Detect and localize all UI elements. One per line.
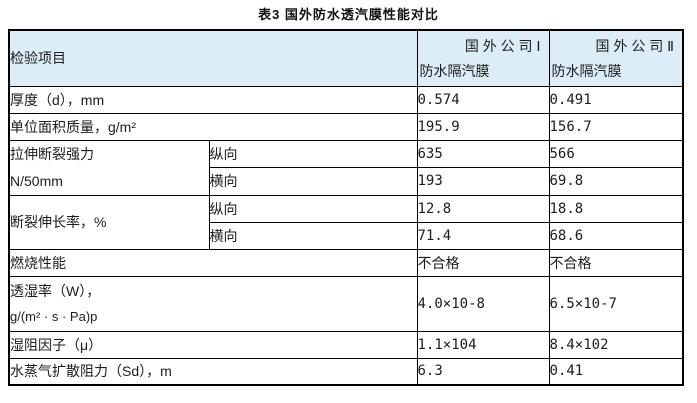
elongation-label: 断裂伸长率，% bbox=[8, 194, 210, 250]
thickness-label: 厚度（d），mm bbox=[8, 85, 418, 114]
tensile-transverse-dir: 横向 bbox=[208, 167, 418, 196]
wvt-company1-value: 4.0×10-8 bbox=[416, 275, 550, 332]
mu-company1-value: 1.1×104 bbox=[416, 330, 550, 359]
performance-comparison-table: 检验项目 国 外 公 司 Ⅰ 防水隔汽膜 国 外 公 司 Ⅱ 防水隔汽膜 厚度（… bbox=[8, 29, 684, 386]
sd-company2-value: 0.41 bbox=[548, 357, 684, 386]
elongation-transverse-company1-value: 71.4 bbox=[416, 221, 550, 250]
table-title: 表3 国外防水透汽膜性能对比 bbox=[258, 7, 439, 22]
mass-company2-value: 156.7 bbox=[548, 112, 684, 141]
table-row-thickness: 厚度（d），mm 0.574 0.491 bbox=[8, 85, 684, 114]
table-row-sd: 水蒸气扩散阻力（Sd），m 6.3 0.41 bbox=[8, 357, 684, 386]
company2-name: 国 外 公 司 Ⅱ bbox=[595, 38, 674, 55]
tensile-label: 拉伸断裂强力 N/50mm bbox=[8, 139, 210, 196]
tensile-longitudinal-dir: 纵向 bbox=[208, 139, 418, 168]
company1-name: 国 外 公 司 Ⅰ bbox=[464, 38, 541, 55]
tensile-transverse-company1-value: 193 bbox=[416, 167, 550, 196]
tensile-transverse-company2-value: 69.8 bbox=[548, 167, 684, 196]
mass-label: 单位面积质量，g/m² bbox=[8, 112, 418, 141]
sd-label: 水蒸气扩散阻力（Sd），m bbox=[8, 357, 418, 386]
header-cell-company1: 国 外 公 司 Ⅰ 防水隔汽膜 bbox=[416, 29, 550, 87]
table-row-elongation-transverse: 横向 71.4 68.6 bbox=[9, 221, 684, 250]
tensile-longitudinal-company2-value: 566 bbox=[548, 139, 684, 168]
mu-company2-value: 8.4×102 bbox=[548, 330, 684, 359]
wvt-company2-value: 6.5×10-7 bbox=[548, 275, 684, 332]
thickness-company2-value: 0.491 bbox=[548, 85, 684, 114]
burning-company2-value: 不合格 bbox=[548, 248, 684, 277]
mass-company1-value: 195.9 bbox=[416, 112, 550, 141]
elongation-longitudinal-company1-value: 12.8 bbox=[416, 194, 550, 223]
elongation-transverse-company2-value: 68.6 bbox=[548, 221, 684, 250]
table-row-mass: 单位面积质量，g/m² 195.9 156.7 bbox=[8, 112, 684, 141]
table-row-mu: 湿阻因子（μ） 1.1×104 8.4×102 bbox=[8, 330, 684, 359]
header-test-item-label: 检验项目 bbox=[10, 50, 66, 67]
burning-label: 燃烧性能 bbox=[8, 248, 418, 277]
elongation-longitudinal-dir: 纵向 bbox=[208, 194, 418, 223]
table-row-tensile-transverse: 横向 193 69.8 bbox=[9, 167, 684, 196]
tensile-longitudinal-company1-value: 635 bbox=[416, 139, 550, 168]
table-row-tensile-longitudinal: 拉伸断裂强力 N/50mm 纵向 635 566 bbox=[8, 139, 684, 196]
sd-company1-value: 6.3 bbox=[416, 357, 550, 386]
header-cell-test-item: 检验项目 bbox=[8, 29, 418, 87]
mu-label: 湿阻因子（μ） bbox=[8, 330, 418, 359]
company1-product: 防水隔汽膜 bbox=[419, 63, 490, 80]
table-row-elongation-longitudinal: 断裂伸长率，% 纵向 12.8 18.8 bbox=[8, 194, 684, 250]
wvt-label: 透湿率（W）， g/(m² · s · Pa)p bbox=[8, 275, 418, 332]
table-row-burning: 燃烧性能 不合格 不合格 bbox=[8, 248, 684, 277]
header-cell-company2: 国 外 公 司 Ⅱ 防水隔汽膜 bbox=[548, 29, 684, 87]
table-row-wvt: 透湿率（W）， g/(m² · s · Pa)p 4.0×10-8 6.5×10… bbox=[8, 275, 684, 332]
tensile-label-line1: 拉伸断裂强力 bbox=[10, 145, 94, 162]
burning-company1-value: 不合格 bbox=[416, 248, 550, 277]
wvt-label-line2: g/(m² · s · Pa)p bbox=[10, 308, 98, 324]
company2-product: 防水隔汽膜 bbox=[551, 63, 622, 80]
wvt-label-line1: 透湿率（W）， bbox=[10, 282, 101, 299]
elongation-longitudinal-company2-value: 18.8 bbox=[548, 194, 684, 223]
thickness-company1-value: 0.574 bbox=[416, 85, 550, 114]
tensile-label-line2: N/50mm bbox=[10, 172, 63, 189]
elongation-transverse-dir: 横向 bbox=[208, 221, 418, 250]
table-header-row: 检验项目 国 外 公 司 Ⅰ 防水隔汽膜 国 外 公 司 Ⅱ 防水隔汽膜 bbox=[8, 29, 684, 87]
